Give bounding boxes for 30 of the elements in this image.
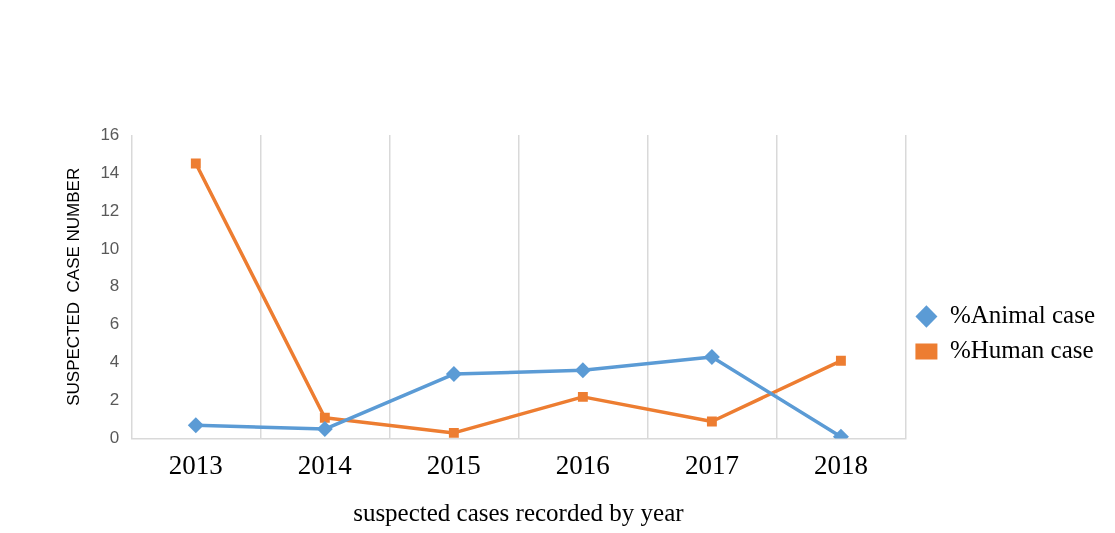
y-tick-label: 2 — [109, 390, 120, 410]
point — [319, 412, 330, 423]
y-tick-label: 12 — [100, 200, 120, 220]
point — [577, 391, 588, 402]
y-tick-label: 4 — [109, 352, 120, 372]
point — [187, 417, 204, 434]
y-tick-label: 10 — [100, 238, 120, 258]
point — [448, 427, 459, 438]
y-tick-label: 6 — [109, 314, 120, 334]
x-tick-label: 2013 — [168, 449, 223, 480]
x-tick-label: 2014 — [297, 449, 353, 480]
y-axis-title: SUSPECTED CASE NUMBER — [63, 167, 83, 406]
point — [706, 416, 717, 427]
point — [316, 421, 333, 438]
point — [190, 158, 201, 169]
point — [445, 366, 462, 383]
point — [574, 362, 591, 379]
x-tick-label: 2015 — [426, 449, 481, 480]
legend-label: %Human case — [949, 336, 1094, 364]
y-tick-label: 16 — [100, 124, 120, 144]
y-tick-label: 14 — [100, 162, 120, 182]
x-tick-label: 2018 — [813, 449, 868, 480]
x-tick-label: 2017 — [684, 449, 739, 480]
legend-label: %Animal case — [949, 301, 1096, 329]
point — [703, 349, 720, 366]
y-tick-label: 8 — [109, 276, 120, 296]
x-tick-label: 2016 — [555, 449, 610, 480]
x-axis-title: suspected cases recorded by year — [353, 498, 685, 526]
point — [835, 355, 846, 366]
y-tick-label: 0 — [109, 428, 120, 448]
